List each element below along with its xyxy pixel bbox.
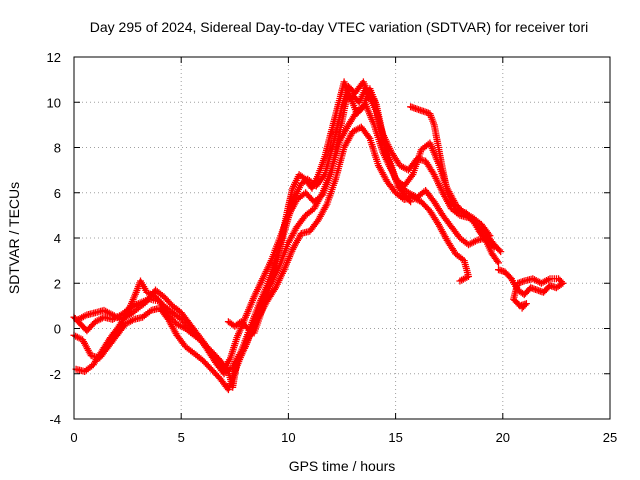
y-tick-label: 0 — [54, 322, 61, 337]
data-series-track-5 — [224, 78, 415, 337]
y-tick-label: 10 — [47, 95, 61, 110]
y-tick-label: 12 — [47, 50, 61, 65]
y-tick-label: -4 — [49, 412, 61, 427]
y-tick-label: 4 — [54, 231, 61, 246]
y-tick-labels: -4 -2 0 2 4 6 8 10 12 — [47, 50, 61, 427]
y-tick-label: 8 — [54, 141, 61, 156]
x-tick-labels: 0 5 10 15 20 25 — [70, 430, 617, 445]
data-series-group — [70, 78, 567, 394]
x-tick-label: 25 — [603, 430, 617, 445]
chart-title: Day 295 of 2024, Sidereal Day-to-day VTE… — [90, 19, 589, 35]
x-tick-label: 20 — [496, 430, 510, 445]
y-tick-label: 6 — [54, 186, 61, 201]
y-tick-label: 2 — [54, 276, 61, 291]
x-axis-label: GPS time / hours — [289, 458, 396, 474]
y-axis-label: SDTVAR / TECUs — [6, 182, 22, 294]
x-tick-label: 10 — [281, 430, 295, 445]
y-tick-label: -2 — [49, 367, 61, 382]
x-tick-label: 0 — [70, 430, 77, 445]
data-series-track-7 — [495, 266, 567, 312]
x-tick-label: 5 — [178, 430, 185, 445]
axis-ticks — [73, 56, 611, 420]
x-tick-label: 15 — [388, 430, 402, 445]
data-series-track-6 — [407, 103, 502, 267]
